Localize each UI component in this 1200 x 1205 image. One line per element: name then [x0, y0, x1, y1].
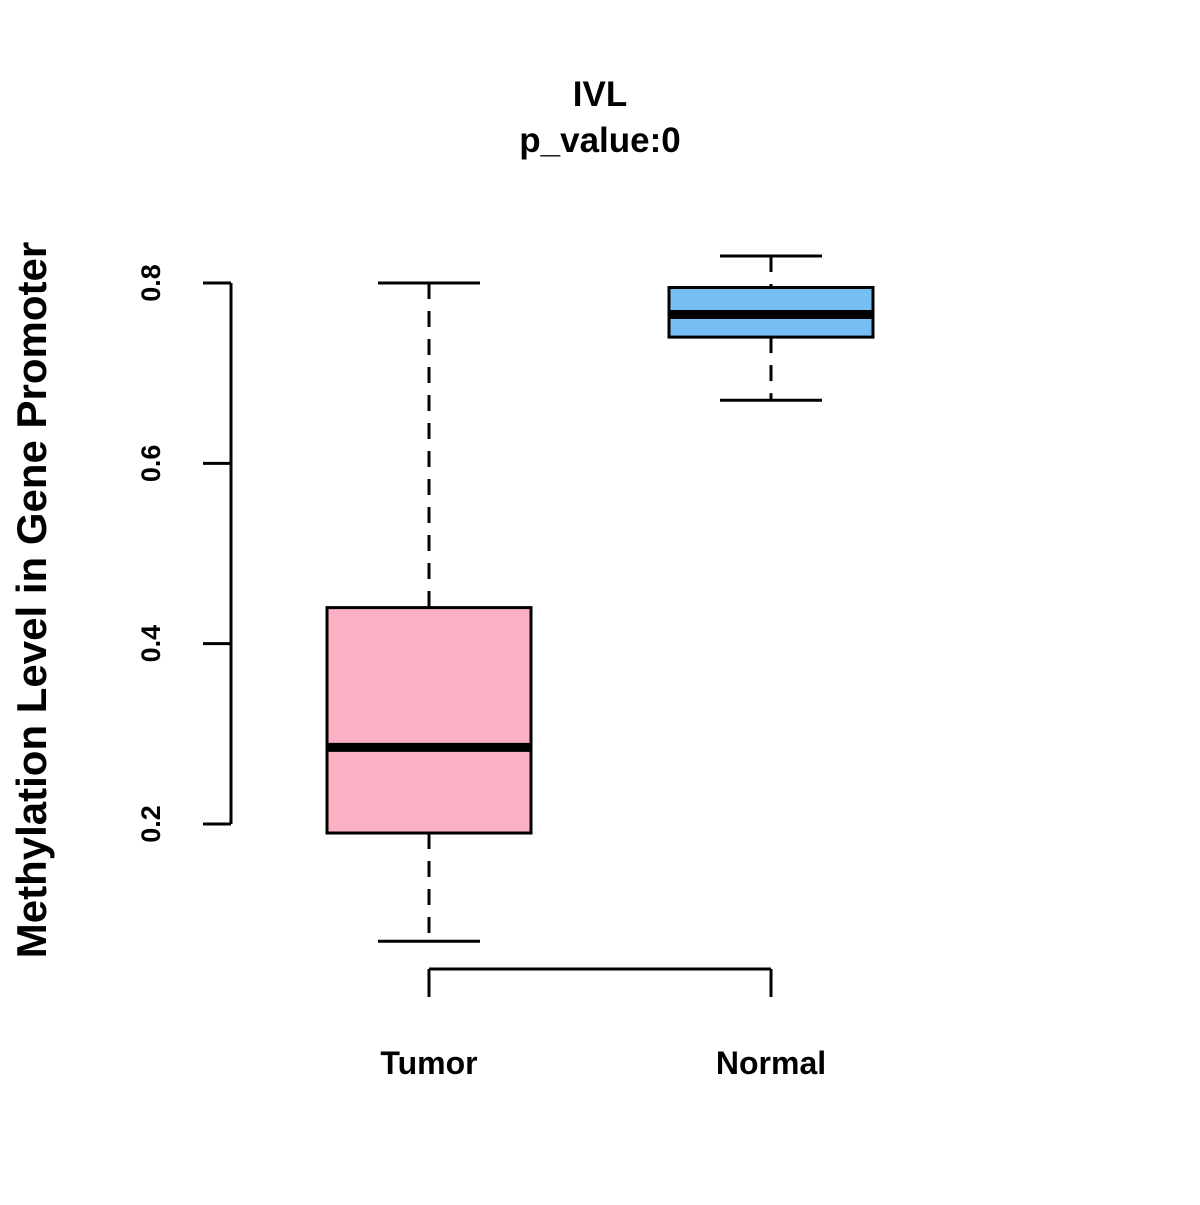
interquartile-box [325, 606, 533, 835]
x-axis: Tumor Normal [380, 967, 826, 1081]
x-tick-label-normal: Normal [716, 1045, 826, 1081]
y-axis-label: Methylation Level in Gene Promoter [8, 242, 55, 958]
chart-title: IVL [573, 75, 627, 114]
y-tick-label: 0.6 [136, 445, 166, 483]
y-tick-label: 0.8 [136, 264, 166, 302]
y-tick-label: 0.4 [136, 625, 166, 663]
box-tumor [325, 281, 533, 943]
box-normal [667, 254, 875, 402]
y-axis: 0.2 0.4 0.6 0.8 [136, 264, 233, 843]
x-tick-label-tumor: Tumor [380, 1045, 477, 1081]
chart-subtitle: p_value:0 [519, 121, 680, 160]
y-tick-label: 0.2 [136, 805, 166, 843]
boxes-group [325, 254, 875, 943]
